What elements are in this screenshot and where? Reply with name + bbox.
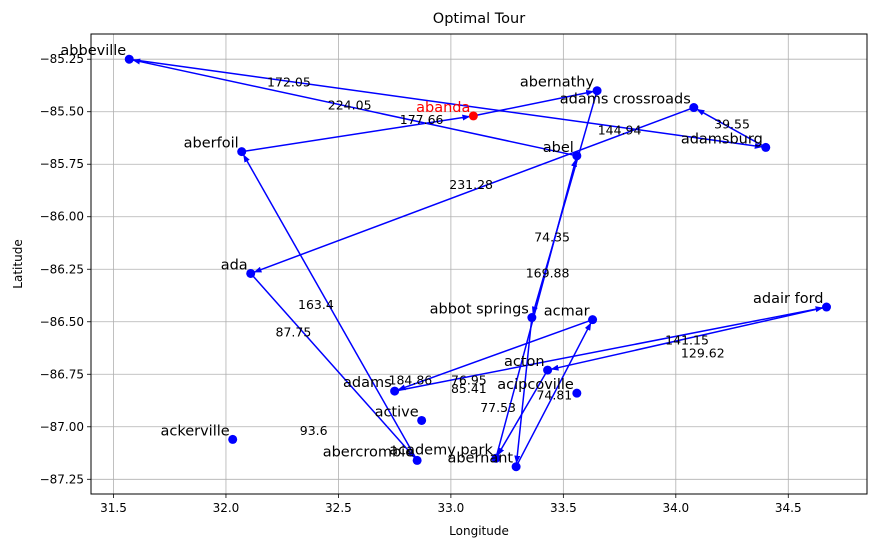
city-points bbox=[124, 54, 832, 472]
edge-distance-labels: 172.05 224.05 177.66 144.94 39.55 231.28 74.35… bbox=[267, 74, 750, 438]
edge-distance-label: 87.75 bbox=[276, 324, 312, 339]
y-tick-label: −85.75 bbox=[40, 157, 84, 171]
city-label: active bbox=[375, 404, 419, 420]
city-label: abernathy bbox=[520, 75, 595, 91]
city-label: adams bbox=[343, 375, 392, 391]
edge-distance-label: 85.41 bbox=[451, 381, 487, 396]
tour-edge bbox=[253, 106, 695, 273]
tour-edge bbox=[696, 108, 767, 149]
city-point bbox=[417, 415, 427, 425]
y-tick-label: −86.75 bbox=[40, 367, 84, 381]
tour-edge bbox=[473, 89, 595, 117]
axis-ticks: 31.5 32.0 32.5 33.0 33.5 34.0 34.5 −85.25 −85.50… bbox=[40, 52, 802, 515]
edge-distance-label: 163.4 bbox=[298, 297, 334, 312]
city-point bbox=[543, 365, 553, 375]
edge-distance-label: 39.55 bbox=[714, 116, 750, 131]
tour-edge bbox=[241, 114, 471, 153]
city-point bbox=[822, 302, 832, 312]
edge-distance-label: 76.95 bbox=[451, 373, 487, 388]
edge-distance-label: 141.15 bbox=[665, 333, 709, 348]
x-tick-label: 33.0 bbox=[438, 501, 465, 515]
city-label: acipcoville bbox=[497, 377, 574, 393]
city-point bbox=[689, 103, 699, 113]
edge-distance-label: 231.28 bbox=[449, 177, 493, 192]
city-point bbox=[390, 386, 400, 396]
tour-edge bbox=[515, 322, 592, 468]
edge-distance-label: 172.05 bbox=[267, 74, 311, 89]
start-city-label: abanda bbox=[416, 100, 470, 116]
city-label: abercrombie bbox=[323, 444, 414, 460]
edge-distance-label: 184.86 bbox=[389, 373, 433, 388]
city-label: adair ford bbox=[753, 291, 823, 307]
edge-distance-label: 169.88 bbox=[526, 265, 570, 280]
edge-distance-label: 74.35 bbox=[534, 230, 570, 245]
x-tick-label: 32.5 bbox=[325, 501, 352, 515]
x-axis-title: Longitude bbox=[449, 524, 509, 538]
city-point bbox=[246, 268, 256, 278]
city-point bbox=[588, 315, 598, 325]
city-point bbox=[124, 54, 134, 64]
city-point bbox=[511, 462, 521, 472]
city-point bbox=[592, 86, 602, 96]
city-label: abel bbox=[543, 140, 574, 156]
y-tick-label: −87.25 bbox=[40, 472, 84, 486]
city-label: abernant bbox=[447, 451, 513, 467]
tour-edge bbox=[250, 272, 416, 459]
tour-edge bbox=[132, 58, 578, 157]
x-tick-label: 34.0 bbox=[662, 501, 689, 515]
city-label: abbot springs bbox=[430, 302, 529, 318]
x-tick-label: 32.0 bbox=[213, 501, 240, 515]
plot-frame bbox=[90, 33, 868, 495]
city-label: ada bbox=[221, 257, 248, 273]
tour-edge bbox=[129, 58, 763, 149]
city-label: aberfoil bbox=[184, 136, 239, 152]
city-label: academy park bbox=[389, 442, 493, 458]
tour-edge bbox=[550, 306, 827, 371]
y-tick-label: −87.00 bbox=[40, 420, 84, 434]
tour-edge bbox=[394, 306, 824, 392]
x-tick-label: 31.5 bbox=[100, 501, 127, 515]
city-point bbox=[237, 147, 247, 157]
city-label: acton bbox=[504, 354, 545, 370]
y-tick-label: −86.00 bbox=[40, 210, 84, 224]
x-tick-label: 33.5 bbox=[550, 501, 577, 515]
tour-edge bbox=[495, 158, 577, 459]
y-tick-label: −85.50 bbox=[40, 105, 84, 119]
city-point bbox=[761, 142, 771, 152]
edge-distance-label: 93.6 bbox=[300, 423, 328, 438]
edge-distance-label: 129.62 bbox=[681, 345, 725, 360]
edge-distance-label: 77.53 bbox=[480, 400, 516, 415]
y-tick-label: −85.25 bbox=[40, 52, 84, 66]
city-point bbox=[527, 313, 537, 323]
tour-edge bbox=[243, 154, 418, 461]
city-label: adamsburg bbox=[681, 131, 763, 147]
start-city-point bbox=[468, 111, 478, 121]
city-label: acmar bbox=[544, 304, 590, 320]
y-tick-label: −86.25 bbox=[40, 262, 84, 276]
city-point bbox=[228, 434, 238, 444]
city-point bbox=[572, 151, 582, 161]
edge-distance-label: 224.05 bbox=[328, 97, 372, 112]
tour-edge bbox=[397, 318, 593, 391]
chart-title: Optimal Tour bbox=[433, 11, 525, 27]
edge-distance-label: 177.66 bbox=[400, 112, 444, 127]
y-axis-title: Latitude bbox=[11, 239, 25, 288]
tour-edges bbox=[129, 58, 827, 468]
city-point bbox=[491, 453, 501, 463]
city-label: abbeville bbox=[60, 43, 126, 59]
tour-edge bbox=[497, 369, 549, 456]
city-point bbox=[572, 388, 582, 398]
y-tick-label: −86.50 bbox=[40, 315, 84, 329]
x-tick-label: 34.5 bbox=[775, 501, 802, 515]
edge-distance-label: 74.81 bbox=[536, 387, 572, 402]
city-point bbox=[412, 455, 422, 465]
city-label: adams crossroads bbox=[560, 92, 691, 108]
city-label: ackerville bbox=[160, 423, 229, 439]
edge-distance-label: 144.94 bbox=[598, 123, 642, 138]
